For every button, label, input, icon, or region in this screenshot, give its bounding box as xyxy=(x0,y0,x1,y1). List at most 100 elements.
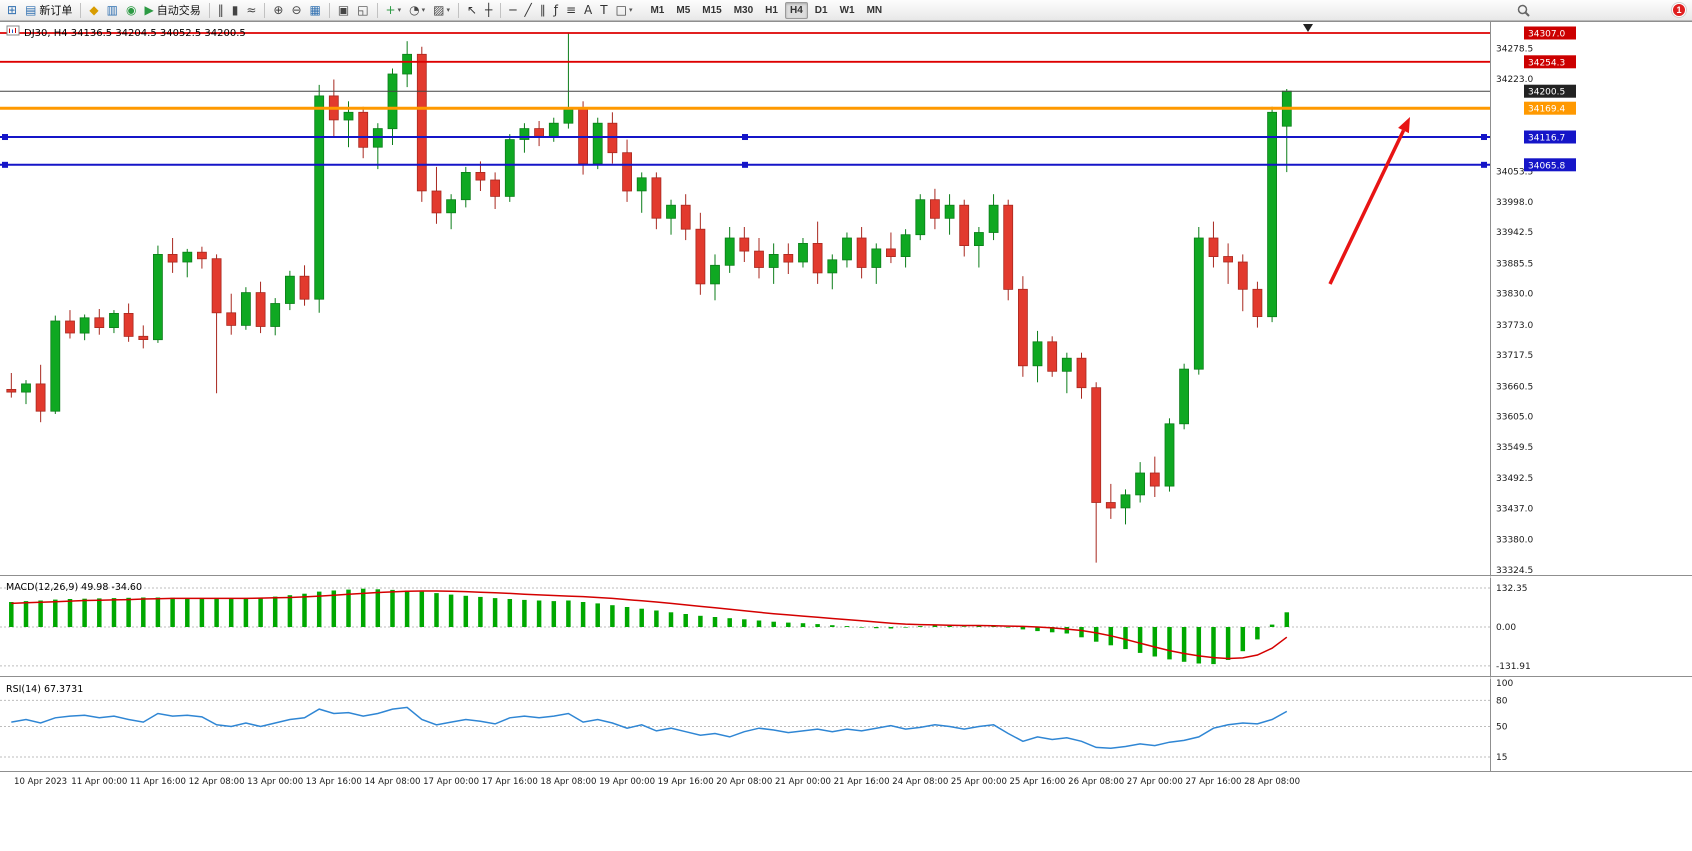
toolbar-separator xyxy=(264,2,266,18)
timeframe-mn-button[interactable]: MN xyxy=(866,4,883,16)
candle-body xyxy=(900,234,911,257)
notification-badge[interactable]: 1 xyxy=(1672,3,1686,17)
candle-body xyxy=(284,275,295,304)
new-chart-icon: ⊞ xyxy=(7,3,18,17)
rsi-scale-label: 80 xyxy=(1496,696,1508,706)
dropdown-caret-icon[interactable]: ▾ xyxy=(628,6,633,14)
arrange-windows-button[interactable]: ▣ xyxy=(334,1,353,19)
templates-button[interactable]: ▨ ▾ xyxy=(429,1,454,19)
templates-icon: ▨ xyxy=(433,3,445,17)
candle-body xyxy=(6,388,17,393)
new-order-button[interactable]: ▤ 新订单 xyxy=(21,1,76,19)
cursor-button[interactable]: ↖ xyxy=(463,1,481,19)
dropdown-caret-icon[interactable]: ▾ xyxy=(397,6,402,14)
price-axis-label: 34053.5 xyxy=(1496,168,1533,178)
candle-body xyxy=(35,383,46,412)
candle-body xyxy=(651,177,662,219)
price-axis-label: 33380.0 xyxy=(1496,536,1533,546)
candle-body xyxy=(959,204,970,246)
cursor-icon: ↖ xyxy=(466,3,478,17)
trendline-button[interactable]: ╱ xyxy=(521,1,536,19)
magnifier-glyph xyxy=(1517,4,1530,17)
candle-body xyxy=(1179,368,1189,425)
resistance-line-lower-price-tag xyxy=(1524,55,1576,69)
timeframe-d1-button[interactable]: D1 xyxy=(814,4,828,16)
navigator-button[interactable]: ◆ xyxy=(85,1,102,19)
support-line-upper-handle[interactable] xyxy=(1481,134,1487,141)
candle-body xyxy=(123,312,134,337)
auto-trading-button[interactable]: ▶ 自动交易 xyxy=(140,1,204,19)
data-window-button[interactable]: ◉ xyxy=(122,1,140,19)
timeframe-h4-button[interactable]: H4 xyxy=(784,1,808,19)
zoom-out-button[interactable]: ⊖ xyxy=(287,1,305,19)
price-axis-label: 33437.0 xyxy=(1496,505,1533,515)
candle-body xyxy=(988,204,999,233)
timeframe-w1-button[interactable]: W1 xyxy=(839,4,855,16)
support-line-lower-handle[interactable] xyxy=(1481,161,1487,168)
timeframe-m1-button[interactable]: M1 xyxy=(650,4,665,16)
support-line-lower-handle[interactable] xyxy=(2,161,8,168)
toolbar-separator xyxy=(80,2,82,18)
market-watch-button[interactable]: ▥ xyxy=(103,1,122,19)
candle-body xyxy=(152,253,163,341)
arrow-annotation[interactable] xyxy=(1328,129,1406,285)
time-axis-label: 27 Apr 16:00 xyxy=(1185,777,1241,787)
time-axis-label: 12 Apr 08:00 xyxy=(189,777,245,787)
horizontal-line-button[interactable]: ─ xyxy=(505,1,520,19)
timeframe-h1-button[interactable]: H1 xyxy=(765,4,778,16)
support-line-upper-price-tag-label: 34116.7 xyxy=(1528,134,1565,144)
candlestick-chart-icon: ▮ xyxy=(231,3,239,17)
candle-body xyxy=(724,237,735,266)
candle-body xyxy=(1252,288,1263,317)
gann-grid-button[interactable]: ≡ xyxy=(562,1,580,19)
arrow-annotation-head[interactable] xyxy=(1398,117,1410,134)
new-chart-button[interactable]: ⊞ xyxy=(3,1,21,19)
time-axis-label: 25 Apr 16:00 xyxy=(1009,777,1065,787)
cascade-windows-button[interactable]: ◱ xyxy=(353,1,372,19)
support-line-lower-handle[interactable] xyxy=(742,161,748,168)
orange-level-line-price-tag-label: 34169.4 xyxy=(1528,105,1565,115)
periods-button[interactable]: ◔ ▾ xyxy=(405,1,429,19)
candle-body xyxy=(622,152,632,192)
trendline-icon: ╱ xyxy=(524,3,532,17)
rsi-scale-label: 100 xyxy=(1496,679,1513,689)
bar-chart-button[interactable]: ‖ xyxy=(214,1,228,19)
candlestick-chart-button[interactable]: ▮ xyxy=(228,1,243,19)
cascade-windows-icon: ◱ xyxy=(357,3,369,17)
time-axis-label: 17 Apr 00:00 xyxy=(423,777,479,787)
tile-windows-button[interactable]: ▦ xyxy=(306,1,325,19)
support-line-upper-handle[interactable] xyxy=(2,134,8,141)
indicators-button[interactable]: + ▾ xyxy=(382,1,406,19)
text-label-button[interactable]: T xyxy=(596,1,611,19)
channel-button[interactable]: ∥ xyxy=(536,1,550,19)
time-axis-label: 24 Apr 08:00 xyxy=(892,777,948,787)
dropdown-caret-icon[interactable]: ▾ xyxy=(421,6,426,14)
time-axis-label: 26 Apr 08:00 xyxy=(1068,777,1124,787)
candle-body xyxy=(504,139,515,197)
fibonacci-button[interactable]: ƒ xyxy=(550,1,562,19)
shapes-button[interactable]: □ ▾ xyxy=(612,1,637,19)
timeframe-m5-button[interactable]: M5 xyxy=(676,4,691,16)
crosshair-button[interactable]: ┼ xyxy=(481,1,496,19)
time-axis-label: 21 Apr 16:00 xyxy=(834,777,890,787)
timeframe-m15-button[interactable]: M15 xyxy=(702,4,722,16)
zoom-in-button[interactable]: ⊕ xyxy=(269,1,287,19)
candle-body xyxy=(446,199,457,214)
candle-body xyxy=(871,248,882,268)
zoom-in-icon: ⊕ xyxy=(273,3,284,17)
timeframe-m30-button[interactable]: M30 xyxy=(733,4,754,16)
price-axis-label: 34223.0 xyxy=(1496,75,1533,85)
dropdown-caret-icon[interactable]: ▾ xyxy=(446,6,450,14)
fibonacci-icon: ƒ xyxy=(553,3,558,17)
scroll-to-end-marker[interactable] xyxy=(1303,24,1313,32)
time-axis-label: 14 Apr 08:00 xyxy=(364,777,420,787)
support-line-upper-handle[interactable] xyxy=(742,134,748,141)
price-axis-label: 33324.5 xyxy=(1496,566,1533,576)
line-chart-button[interactable]: ≈ xyxy=(242,1,260,19)
search-icon[interactable] xyxy=(1517,4,1530,22)
text-button[interactable]: A xyxy=(580,1,596,19)
candle-body xyxy=(519,128,530,140)
candle-body xyxy=(915,199,926,236)
candle-body xyxy=(270,303,281,327)
